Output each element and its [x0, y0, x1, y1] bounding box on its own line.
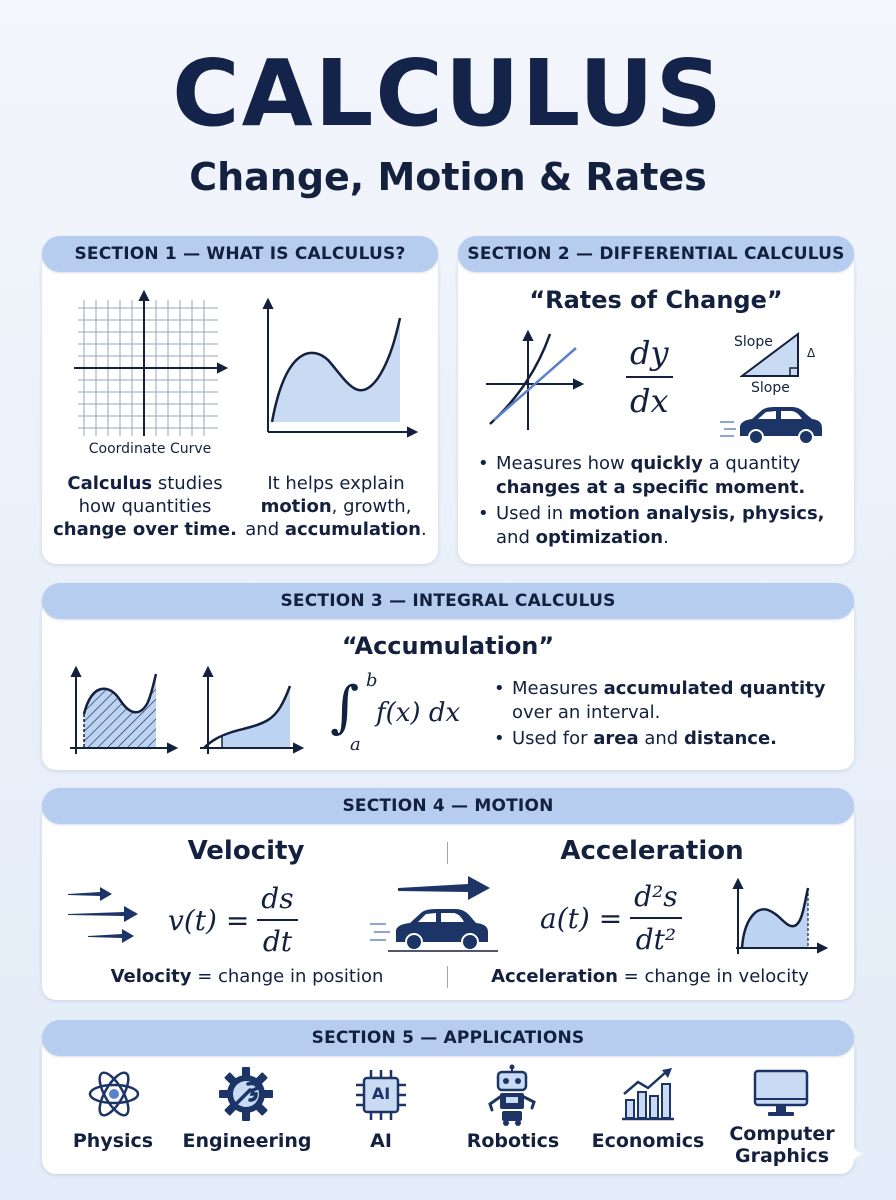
integral-lower-bound: a	[350, 734, 361, 755]
integrand: f(x) dx	[376, 698, 461, 728]
section4-header: SECTION 4 — MOTION	[42, 788, 854, 824]
gear-wrench-icon	[218, 1066, 274, 1122]
section1-right-text: It helps explain motion, growth, and acc…	[245, 473, 427, 540]
section4-divider-bottom	[447, 966, 448, 988]
derivative-formula: dy dx	[626, 334, 673, 420]
sparkle-icon	[838, 1140, 866, 1168]
speed-arrows-icon	[66, 884, 146, 948]
acceleration-formula: a(t) = d²s dt²	[540, 880, 682, 956]
integral-formula: ∫ b a f(x) dx	[330, 670, 490, 758]
app-label-computer-graphics: Computer Graphics	[729, 1123, 835, 1167]
acceleration-heading: Acceleration	[560, 836, 744, 866]
slope-label-top: Slope	[734, 334, 773, 350]
section2-header: SECTION 2 — DIFFERENTIAL CALCULUS	[458, 236, 854, 272]
section2-bullets: • Measures how quickly a quantity changes …	[478, 453, 825, 548]
atom-icon	[86, 1066, 142, 1122]
velocity-heading: Velocity	[187, 836, 305, 866]
section3-card	[42, 598, 854, 770]
hatched-area-graph	[62, 664, 182, 756]
coordinate-grid-graph	[70, 290, 230, 440]
bar-chart-icon	[620, 1066, 676, 1122]
ai-chip-icon	[354, 1068, 408, 1122]
app-label-ai: AI	[370, 1130, 392, 1152]
section3-bullets: • Measures accumulated quantity over an in…	[494, 678, 826, 749]
tangent-line-graph	[484, 328, 586, 432]
section1-header: SECTION 1 — WHAT IS CALCULUS?	[42, 236, 438, 272]
robot-icon	[484, 1064, 540, 1126]
moving-car-icon	[368, 872, 504, 952]
area-graph	[196, 664, 306, 756]
section3-heading: “Accumulation”	[341, 632, 555, 660]
acceleration-caption: Acceleration = change in velocity	[491, 966, 809, 987]
integral-upper-bound: b	[366, 670, 378, 691]
car-icon	[718, 402, 828, 446]
app-label-robotics: Robotics	[466, 1130, 560, 1152]
velocity-formula: v(t) = ds dt	[168, 882, 298, 958]
page-subtitle: Change, Motion & Rates	[189, 155, 707, 199]
acceleration-graph	[728, 876, 828, 956]
app-label-economics: Economics	[591, 1130, 705, 1152]
section1-left-text: Calculus studies how quantities change o…	[53, 473, 237, 540]
graph-caption: Coordinate Curve	[88, 441, 212, 457]
slope-triangle-icon	[740, 330, 802, 380]
delta-label: Δ	[807, 346, 816, 360]
slope-label-bottom: Slope	[751, 380, 790, 396]
section5-header: SECTION 5 — APPLICATIONS	[42, 1020, 854, 1056]
ai-chip-text: AI	[371, 1084, 391, 1103]
section5-card	[42, 1036, 854, 1174]
app-label-physics: Physics	[72, 1130, 154, 1152]
section4-card	[42, 804, 854, 1000]
section3-header: SECTION 3 — INTEGRAL CALCULUS	[42, 583, 854, 619]
section4-divider-top	[447, 842, 448, 864]
monitor-icon	[752, 1068, 810, 1118]
page-title: CALCULUS	[172, 40, 724, 147]
curve-graph	[258, 296, 420, 438]
section2-heading: “Rates of Change”	[529, 286, 783, 314]
app-label-engineering: Engineering	[182, 1130, 312, 1152]
integral-sign: ∫	[330, 675, 360, 740]
velocity-caption: Velocity = change in position	[110, 966, 384, 987]
